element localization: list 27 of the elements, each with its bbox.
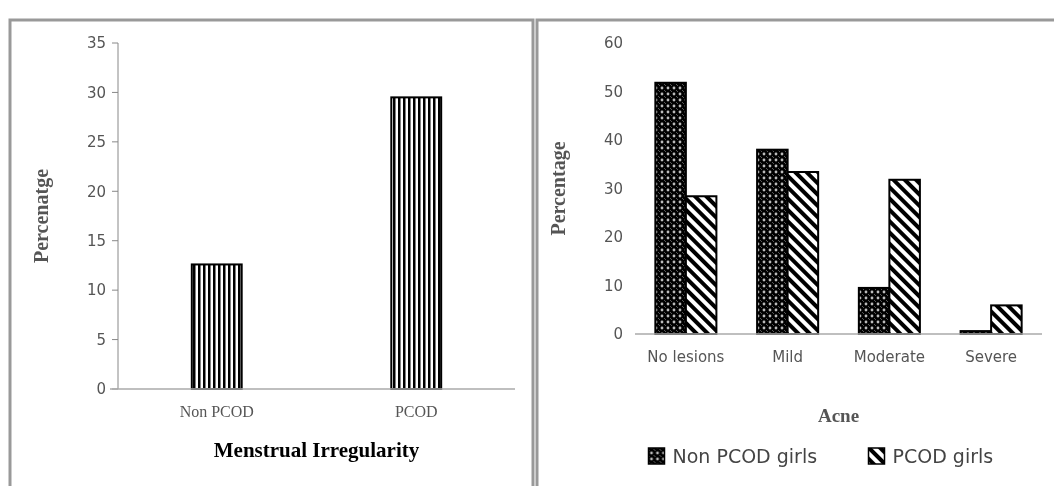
y-tick-label: 20: [603, 228, 623, 247]
y-tick-label: 15: [86, 231, 106, 250]
y-tick-label: 0: [96, 380, 106, 399]
x-axis-title: Acne: [817, 405, 860, 426]
y-tick-label: 25: [86, 133, 106, 152]
y-tick-label: 0: [613, 325, 623, 344]
x-tick-label: Non PCOD: [179, 403, 254, 420]
legend-label: Non PCOD girls: [672, 444, 818, 467]
y-tick-label: 40: [603, 131, 623, 150]
y-tick-label: 20: [86, 182, 106, 201]
x-tick-label: Mild: [772, 348, 804, 366]
y-tick-label: 10: [86, 281, 106, 300]
legend-label: PCOD girls: [892, 444, 994, 467]
y-tick-label: 30: [86, 83, 106, 102]
x-tick-label: Moderate: [853, 348, 926, 366]
y-tick-label: 30: [603, 179, 623, 198]
y-axis-title: Percenatge: [30, 168, 53, 264]
y-axis-title: Percentage: [547, 141, 570, 236]
y-tick-label: 35: [86, 34, 106, 53]
x-tick-label: PCOD: [394, 403, 438, 420]
x-axis-title: Menstrual Irregularity: [213, 438, 420, 462]
y-tick-label: 5: [96, 330, 106, 349]
y-tick-label: 50: [603, 82, 623, 101]
x-tick-label: No lesions: [647, 348, 725, 366]
y-tick-label: 60: [603, 34, 623, 53]
y-tick-label: 10: [603, 276, 623, 295]
x-tick-label: Severe: [965, 348, 1018, 366]
